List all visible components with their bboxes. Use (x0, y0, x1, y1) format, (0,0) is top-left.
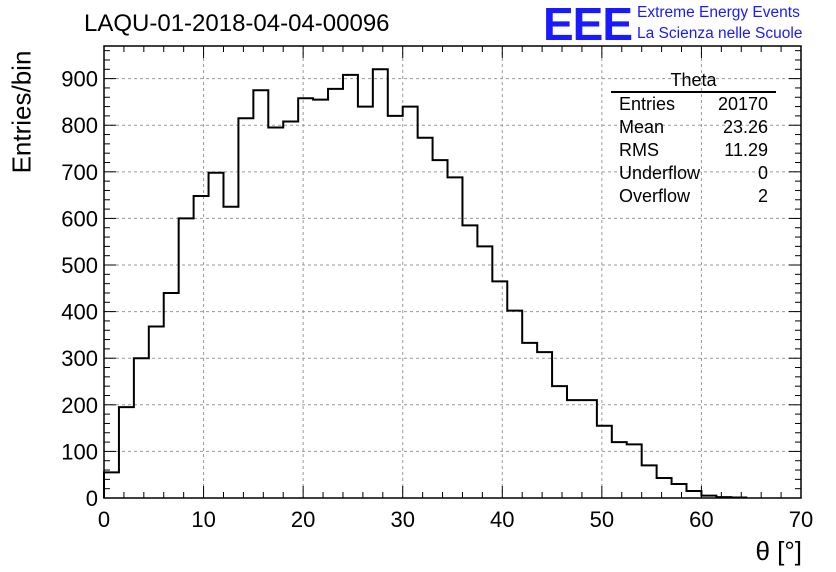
y-tick-label: 400 (61, 300, 98, 325)
histogram-bin (537, 352, 552, 498)
plot-frame (103, 45, 802, 499)
histogram-bin (388, 116, 403, 498)
chart-title: LAQU-01-2018-04-04-00096 (84, 10, 390, 37)
histogram-bin (612, 442, 627, 498)
stats-label: Mean (619, 117, 665, 137)
y-tick-label: 900 (61, 67, 98, 92)
histogram-bin (462, 225, 477, 498)
histogram-bin (238, 118, 253, 498)
histogram-bin (418, 138, 433, 498)
stats-value: 23.26 (722, 117, 768, 137)
histogram-bin (477, 246, 492, 498)
x-tick-label: 20 (291, 507, 315, 532)
histogram-bin (179, 218, 194, 498)
histogram-bin (283, 121, 298, 498)
histogram-bin (672, 484, 687, 498)
histogram-bin (343, 75, 358, 498)
stats-row-underflow: Underflow 0 (611, 162, 776, 185)
histogram-bin (104, 472, 119, 498)
histogram-bin (373, 69, 388, 498)
stats-value: 0 (757, 163, 768, 183)
x-tick-label: 70 (789, 507, 813, 532)
logo-line-2: La Scienza nelle Scuole (637, 25, 803, 42)
histogram-bin (657, 478, 672, 498)
y-tick-label: 100 (61, 439, 98, 464)
histogram-bin (597, 426, 612, 498)
histogram-bin (522, 343, 537, 498)
stats-label: RMS (619, 140, 659, 160)
histogram-bin (492, 281, 507, 498)
histogram-bin (119, 407, 134, 498)
stats-row-overflow: Overflow 2 (611, 185, 776, 208)
y-tick-label: 500 (61, 253, 98, 278)
x-tick-label: 10 (191, 507, 215, 532)
stats-box: Theta Entries 20170 Mean 23.26 RMS 11.29… (611, 70, 776, 208)
histogram-bin (253, 90, 268, 498)
y-tick-label: 200 (61, 393, 98, 418)
x-tick-label: 30 (390, 507, 414, 532)
histogram-bin (552, 386, 567, 498)
histogram-bin (164, 293, 179, 498)
histogram-bin (328, 89, 343, 498)
histogram-bin (627, 444, 642, 498)
histogram-bin (403, 107, 418, 498)
x-tick-label: 40 (490, 507, 514, 532)
histogram-bin (642, 465, 657, 498)
histogram-bin (298, 98, 313, 498)
stats-title: Theta (611, 70, 776, 93)
y-tick-label: 800 (61, 113, 98, 138)
stats-row-rms: RMS 11.29 (611, 139, 776, 162)
histogram-bin (134, 358, 149, 498)
stats-row-entries: Entries 20170 (611, 93, 776, 116)
histogram-outline (103, 68, 748, 499)
histogram-bin (149, 327, 164, 498)
y-tick-label: 600 (61, 206, 98, 231)
x-tick-label: 50 (590, 507, 614, 532)
histogram-bin (582, 400, 597, 498)
histogram-bin (313, 100, 328, 498)
stats-value: 2 (757, 186, 768, 206)
histogram-bin (194, 196, 209, 498)
histogram-bin (567, 400, 582, 498)
eee-logo: EEE (543, 0, 633, 50)
histogram-bin (507, 311, 522, 498)
y-tick-label: 300 (61, 346, 98, 371)
stats-value: 11.29 (724, 140, 768, 160)
stats-label: Entries (619, 94, 676, 114)
histogram-bin (268, 128, 283, 498)
histogram-bin (686, 491, 701, 498)
x-tick-label: 0 (98, 507, 110, 532)
y-tick-label: 0 (86, 486, 98, 511)
stats-row-mean: Mean 23.26 (611, 116, 776, 139)
histogram-bin (223, 207, 238, 498)
x-tick-label: 60 (689, 507, 713, 532)
stats-value: 20170 (717, 94, 768, 114)
histogram-bin (448, 177, 463, 498)
histogram-bin (433, 160, 448, 498)
stats-label: Underflow (619, 163, 701, 183)
histogram-bin (209, 173, 224, 498)
x-axis-label: θ [°] (755, 536, 802, 566)
stats-label: Overflow (619, 186, 691, 206)
y-axis-label: Entries/bin (6, 50, 37, 174)
y-tick-label: 700 (61, 160, 98, 185)
logo-line-1: Extreme Energy Events (637, 4, 800, 21)
histogram-bin (358, 107, 373, 498)
